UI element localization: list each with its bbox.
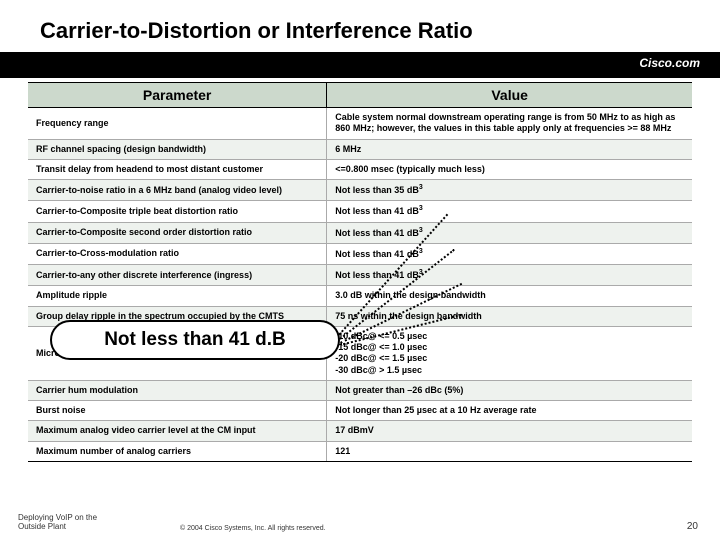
col-parameter: Parameter	[28, 83, 327, 108]
cell-parameter: Amplitude ripple	[28, 286, 327, 306]
table-row: Amplitude ripple3.0 dB within the design…	[28, 286, 692, 306]
table-row: Carrier-to-any other discrete interferen…	[28, 265, 692, 286]
table-row: RF channel spacing (design bandwidth)6 M…	[28, 139, 692, 159]
cell-parameter: Maximum analog video carrier level at th…	[28, 421, 327, 441]
table-row: Carrier-to-noise ratio in a 6 MHz band (…	[28, 180, 692, 201]
cell-parameter: Maximum number of analog carriers	[28, 441, 327, 461]
table-row: Frequency rangeCable system normal downs…	[28, 108, 692, 140]
footer-line1: Deploying VoIP on the	[18, 513, 97, 522]
table-row: Maximum number of analog carriers121	[28, 441, 692, 461]
cell-value: Cable system normal downstream operating…	[327, 108, 692, 140]
table-row: Transit delay from headend to most dista…	[28, 159, 692, 179]
col-value: Value	[327, 83, 692, 108]
table-row: Carrier-to-Composite second order distor…	[28, 222, 692, 243]
footer-line2: Outside Plant	[18, 522, 66, 531]
cell-value: Not less than 41 dB3	[327, 265, 692, 286]
cell-value: Not less than 41 dB3	[327, 222, 692, 243]
cell-parameter: Carrier-to-Cross-modulation ratio	[28, 243, 327, 264]
cell-value: Not less than 35 dB3	[327, 180, 692, 201]
page-number: 20	[687, 521, 698, 532]
cell-value: 17 dBmV	[327, 421, 692, 441]
cell-parameter: Carrier-to-Composite triple beat distort…	[28, 201, 327, 222]
slide: Carrier-to-Distortion or Interference Ra…	[0, 0, 720, 540]
table-row: Carrier hum modulationNot greater than –…	[28, 380, 692, 400]
cell-parameter: Frequency range	[28, 108, 327, 140]
cell-parameter: Transit delay from headend to most dista…	[28, 159, 327, 179]
cell-value: Not less than 41 dB3	[327, 201, 692, 222]
footer-text: Deploying VoIP on the Outside Plant	[18, 513, 97, 532]
cell-parameter: Carrier-to-any other discrete interferen…	[28, 265, 327, 286]
brand-text: Cisco.com	[639, 56, 700, 70]
table-row: Carrier-to-Composite triple beat distort…	[28, 201, 692, 222]
table-row: Carrier-to-Cross-modulation ratioNot les…	[28, 243, 692, 264]
parameter-table-wrap: Parameter Value Frequency rangeCable sys…	[28, 82, 692, 462]
cell-value: Not longer than 25 µsec at a 10 Hz avera…	[327, 401, 692, 421]
cell-value: 121	[327, 441, 692, 461]
table-row: Burst noiseNot longer than 25 µsec at a …	[28, 401, 692, 421]
cell-parameter: Carrier-to-noise ratio in a 6 MHz band (…	[28, 180, 327, 201]
cell-parameter: Burst noise	[28, 401, 327, 421]
copyright: © 2004 Cisco Systems, Inc. All rights re…	[180, 525, 326, 532]
cell-parameter: Carrier hum modulation	[28, 380, 327, 400]
brand-bar	[0, 52, 720, 78]
cell-value: 6 MHz	[327, 139, 692, 159]
parameter-table: Parameter Value Frequency rangeCable sys…	[28, 82, 692, 462]
table-row: Maximum analog video carrier level at th…	[28, 421, 692, 441]
slide-title: Carrier-to-Distortion or Interference Ra…	[40, 18, 692, 44]
cell-value: Not less than 41 dB3	[327, 243, 692, 264]
cell-value: <=0.800 msec (typically much less)	[327, 159, 692, 179]
callout-bubble: Not less than 41 d.B	[50, 320, 340, 360]
cell-parameter: RF channel spacing (design bandwidth)	[28, 139, 327, 159]
cell-parameter: Carrier-to-Composite second order distor…	[28, 222, 327, 243]
cell-value: Not greater than –26 dBc (5%)	[327, 380, 692, 400]
